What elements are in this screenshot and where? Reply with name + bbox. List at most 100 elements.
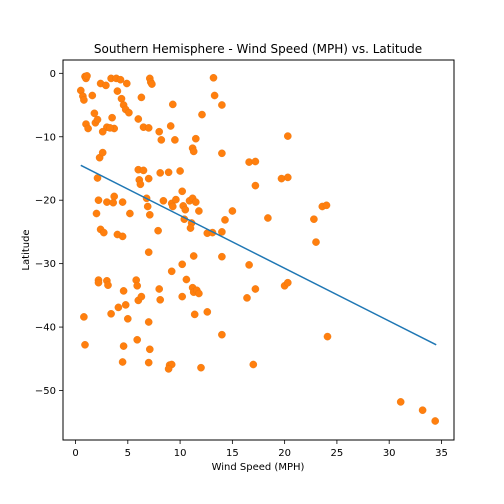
data-point — [119, 287, 128, 295]
data-point — [113, 87, 122, 95]
data-point — [139, 166, 148, 175]
data-point — [155, 127, 163, 136]
data-point — [178, 260, 186, 269]
y-tick-label: −30 — [35, 259, 56, 270]
data-point — [251, 181, 260, 190]
data-point — [145, 210, 154, 219]
data-point — [93, 115, 102, 124]
plot-area — [77, 72, 440, 425]
x-tick-label: 10 — [174, 448, 187, 459]
data-point — [182, 275, 191, 284]
x-tick-label: 30 — [383, 448, 396, 459]
data-point — [218, 252, 226, 261]
data-point — [136, 180, 145, 189]
data-point — [157, 136, 166, 144]
data-point — [116, 75, 125, 84]
data-point — [195, 207, 203, 215]
data-point — [137, 292, 146, 301]
data-point — [218, 330, 226, 339]
data-point — [245, 158, 253, 166]
data-point — [118, 232, 127, 241]
data-point — [191, 198, 200, 206]
x-tick-label: 20 — [278, 448, 291, 459]
data-point — [418, 406, 427, 415]
data-point — [167, 267, 176, 276]
data-point — [312, 238, 320, 246]
data-point — [218, 228, 226, 236]
data-point — [218, 101, 226, 109]
data-point — [189, 147, 198, 156]
data-point — [396, 398, 405, 406]
data-point — [228, 207, 237, 215]
data-point — [181, 205, 190, 214]
data-point — [251, 285, 260, 293]
data-point — [125, 108, 133, 117]
data-point — [94, 196, 103, 204]
data-point — [94, 278, 103, 287]
data-point — [143, 202, 152, 211]
data-point — [210, 91, 219, 100]
data-point — [164, 168, 173, 177]
data-point — [171, 136, 179, 144]
data-point — [83, 72, 91, 80]
y-tick-label: 0 — [50, 69, 56, 80]
data-point — [221, 216, 229, 224]
data-point — [92, 209, 101, 218]
y-tick-label: −10 — [35, 132, 56, 143]
x-tick-label: 25 — [331, 448, 344, 459]
data-point — [172, 195, 180, 204]
data-point — [190, 310, 199, 319]
data-point — [159, 196, 168, 205]
data-point — [133, 281, 141, 290]
data-point — [264, 214, 272, 222]
data-point — [283, 173, 292, 182]
data-point — [168, 100, 177, 109]
y-tick-label: −40 — [35, 323, 56, 334]
data-point — [117, 94, 126, 103]
data-point — [133, 335, 141, 344]
data-point — [218, 149, 226, 158]
data-point — [209, 74, 218, 82]
plot-frame — [62, 59, 455, 441]
data-point — [156, 169, 164, 177]
data-point — [98, 127, 107, 136]
data-point — [80, 96, 88, 104]
data-point — [110, 192, 118, 201]
data-point — [107, 309, 115, 318]
data-point — [144, 248, 153, 256]
data-point — [176, 167, 184, 175]
data-point — [203, 308, 212, 316]
data-point — [164, 365, 173, 373]
data-point — [144, 124, 153, 132]
data-point — [197, 363, 205, 372]
data-point — [310, 215, 318, 223]
data-point — [88, 91, 97, 100]
data-point — [186, 224, 195, 232]
y-axis-label: Latitude — [21, 229, 32, 270]
data-point — [118, 198, 127, 206]
data-point — [283, 278, 292, 287]
data-point — [108, 113, 116, 122]
x-tick-label: 5 — [125, 448, 131, 459]
data-point — [114, 303, 123, 312]
data-point — [134, 115, 143, 123]
data-point — [84, 124, 92, 133]
data-point — [198, 110, 206, 119]
data-point — [119, 342, 128, 350]
data-point — [121, 301, 130, 309]
data-point — [144, 318, 153, 326]
data-point — [126, 209, 134, 218]
data-point — [245, 261, 253, 269]
data-point — [155, 285, 163, 293]
y-tick-label: −50 — [35, 386, 56, 397]
axis-ticks: 0 5 10 15 20 25 30 35 0 −10 −20 −30 −40 −50 — [35, 69, 448, 459]
data-point — [106, 124, 114, 132]
data-point — [144, 174, 153, 183]
regression-line — [80, 164, 437, 346]
data-point — [98, 148, 107, 157]
data-point — [323, 332, 332, 341]
data-point — [277, 174, 286, 183]
data-point — [102, 81, 110, 90]
data-point — [100, 228, 108, 237]
